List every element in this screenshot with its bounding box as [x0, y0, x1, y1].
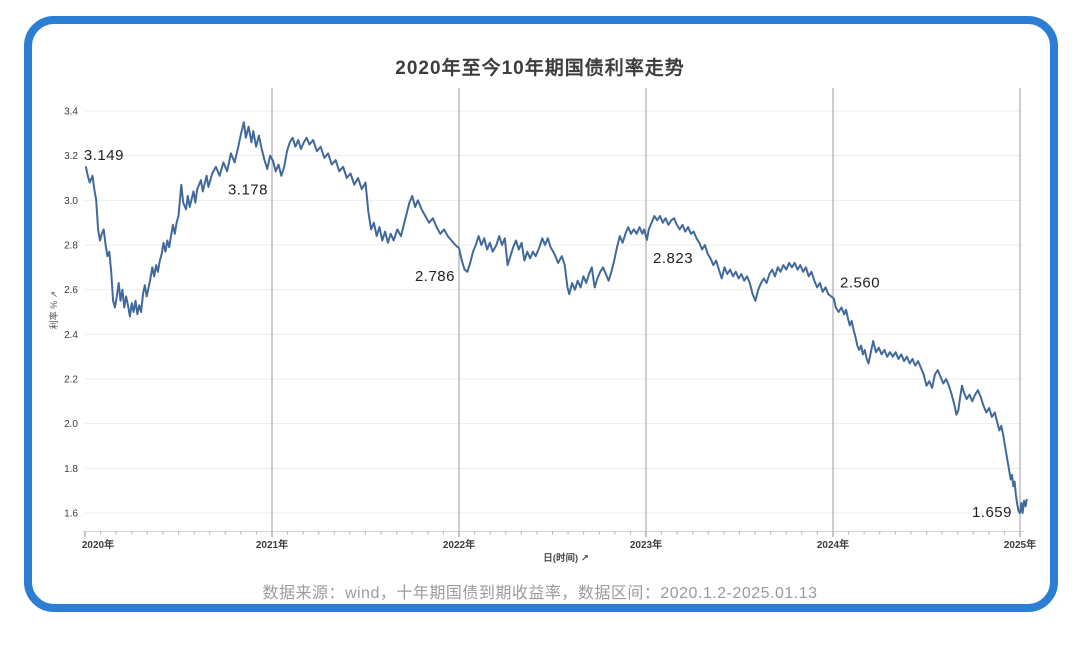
y-tick-label: 1.6: [64, 509, 78, 520]
y-tick-label: 2.8: [64, 241, 78, 252]
y-tick-label: 2.2: [64, 375, 78, 386]
x-tick-label: 2023年: [630, 538, 662, 551]
x-tick-label: 2024年: [817, 538, 849, 551]
data-point-label: 3.149: [84, 147, 124, 164]
y-tick-label: 2.6: [64, 285, 78, 296]
x-tick-label: 2021年: [256, 538, 288, 551]
series-line: [84, 121, 1028, 514]
y-tick-label: 2.0: [64, 419, 78, 430]
data-point-label: 2.823: [653, 250, 693, 267]
data-point-label: 3.178: [228, 182, 268, 199]
data-point-label: 1.659: [972, 504, 1012, 521]
x-axis-title: 日(时间) ↗: [543, 552, 588, 564]
y-tick-label: 3.2: [64, 151, 78, 162]
y-tick-label: 2.4: [64, 330, 78, 341]
x-tick-label: 2020年: [82, 538, 114, 551]
chart-title: 2020年至今10年期国债利率走势: [395, 58, 685, 79]
y-tick-label: 3.0: [64, 196, 78, 207]
data-point-label: 2.560: [840, 275, 880, 292]
x-tick-label: 2025年: [1004, 538, 1036, 551]
y-axis-title: 利率 % ↗: [48, 291, 59, 330]
data-point-label: 2.786: [415, 268, 455, 285]
x-tick-label: 2022年: [443, 538, 475, 551]
data-source-note: 数据来源：wind，十年期国债到期收益率，数据区间：2020.1.2-2025.…: [262, 585, 818, 602]
y-tick-label: 3.4: [64, 107, 78, 118]
y-tick-label: 1.8: [64, 464, 78, 475]
